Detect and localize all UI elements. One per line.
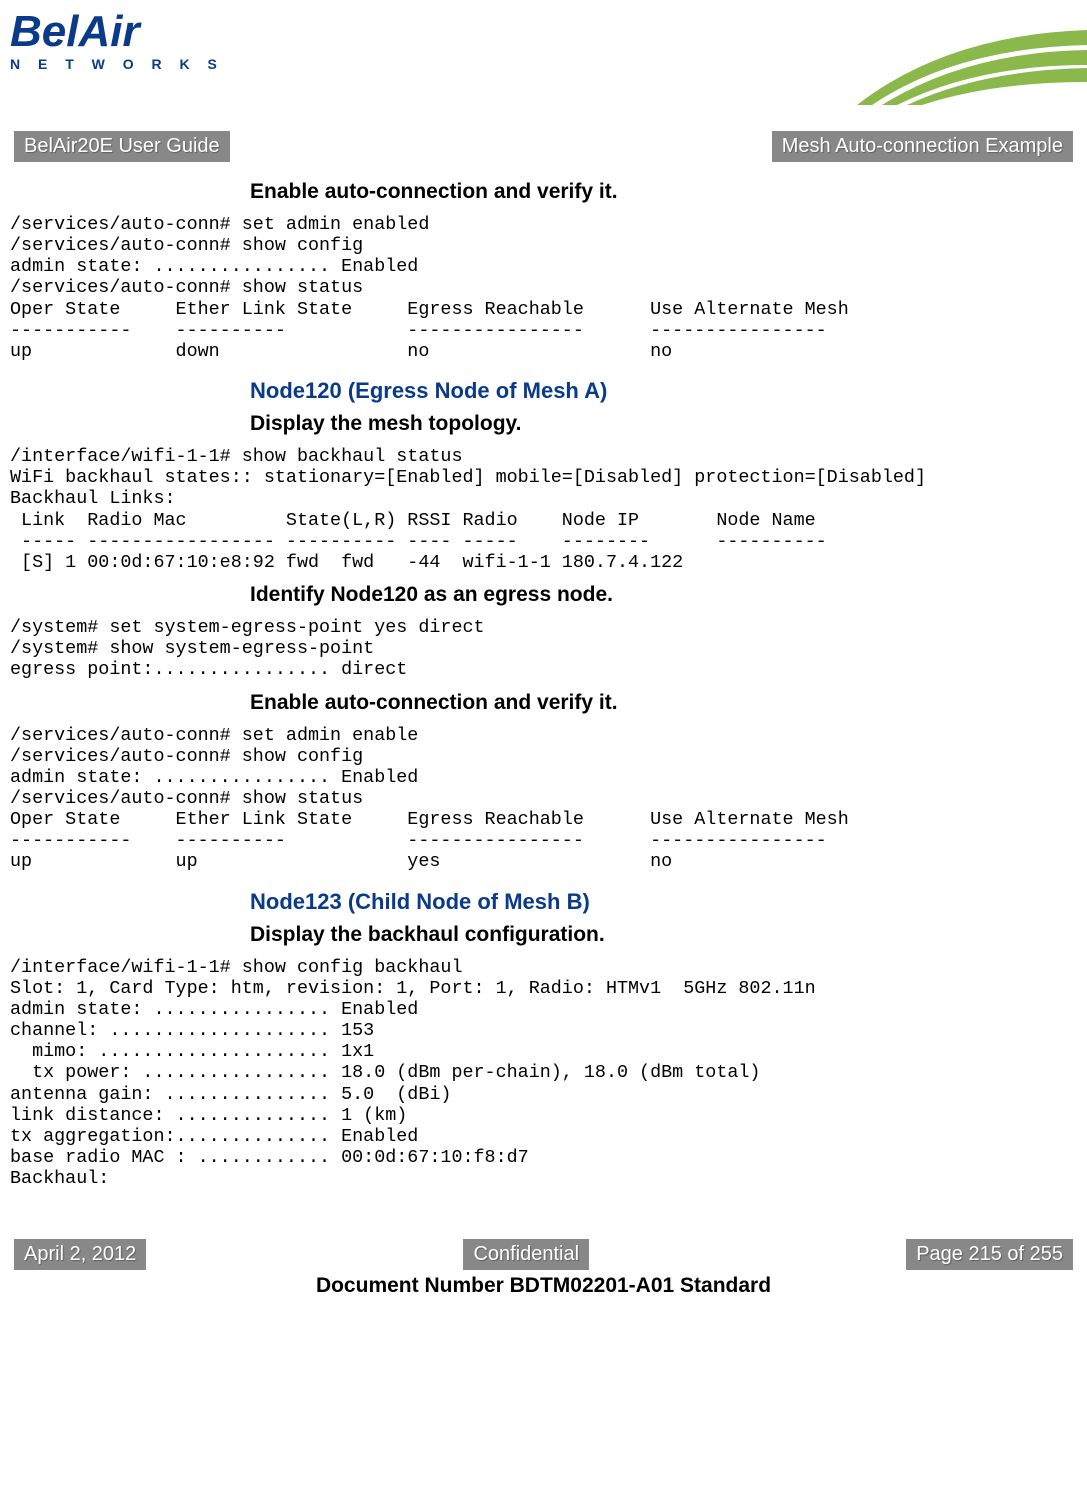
footer-page: Page 215 of 255 [906, 1239, 1073, 1270]
footer-center: Confidential [463, 1239, 589, 1270]
sub-heading: Enable auto-connection and verify it. [250, 180, 1077, 204]
logo-sub-text: N E T W O R K S [10, 56, 224, 72]
section-heading: Node123 (Child Node of Mesh B) [250, 889, 1077, 915]
code-block: /system# set system-egress-point yes dir… [10, 617, 1077, 680]
header-right: Mesh Auto-connection Example [772, 131, 1073, 162]
code-block: /services/auto-conn# set admin enabled /… [10, 214, 1077, 362]
document-number: Document Number BDTM02201-A01 Standard [0, 1274, 1087, 1298]
footer-bar: April 2, 2012 Confidential Page 215 of 2… [0, 1239, 1087, 1270]
sub-heading: Display the backhaul configuration. [250, 923, 1077, 947]
belair-logo: BelAir N E T W O R K S [10, 10, 224, 72]
sub-heading: Enable auto-connection and verify it. [250, 691, 1077, 715]
sub-heading: Identify Node120 as an egress node. [250, 583, 1077, 607]
page: BelAir N E T W O R K S BelAir20E User Gu… [0, 0, 1087, 1298]
swoosh-icon [827, 10, 1087, 110]
header-bar: BelAir20E User Guide Mesh Auto-connectio… [0, 123, 1087, 170]
section-heading: Node120 (Egress Node of Mesh A) [250, 378, 1077, 404]
code-block: /interface/wifi-1-1# show backhaul statu… [10, 446, 1077, 573]
content-area: Enable auto-connection and verify it. /se… [0, 180, 1087, 1219]
code-block: /services/auto-conn# set admin enable /s… [10, 725, 1077, 873]
footer-date: April 2, 2012 [14, 1239, 146, 1270]
code-block: /interface/wifi-1-1# show config backhau… [10, 957, 1077, 1190]
logo-area: BelAir N E T W O R K S [0, 0, 1087, 115]
sub-heading: Display the mesh topology. [250, 412, 1077, 436]
header-left: BelAir20E User Guide [14, 131, 230, 162]
logo-main-text: BelAir [10, 10, 224, 54]
